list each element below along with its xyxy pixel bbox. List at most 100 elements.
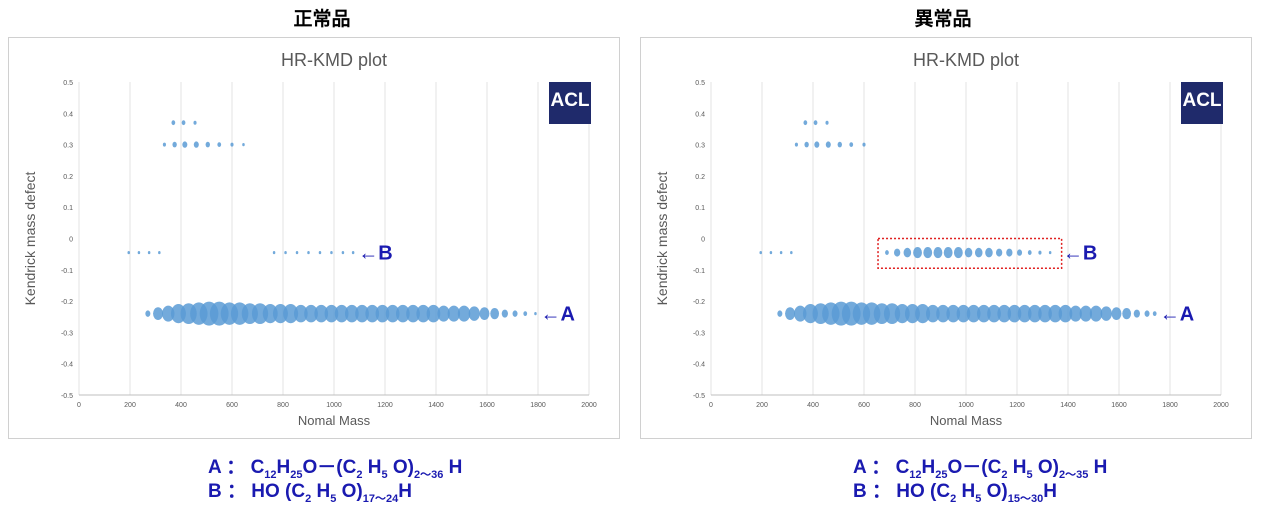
data-point — [996, 248, 1003, 257]
data-point — [966, 304, 981, 323]
data-point — [915, 304, 931, 324]
data-point — [205, 141, 210, 148]
x-tick-label: 1200 — [1009, 402, 1025, 409]
y-tick-label: -0.4 — [693, 362, 705, 369]
x-tick-label: 600 — [226, 402, 238, 409]
data-point — [1079, 305, 1093, 322]
data-point — [985, 247, 993, 258]
data-point — [406, 304, 420, 323]
data-point — [946, 304, 961, 323]
chart-panel-abnormal: HR-KMD plot -0.5 -0.4 -0.3 -0.2 -0.1 0 0.1 0.2 0.… — [640, 37, 1252, 439]
y-tick-label: 0.3 — [695, 143, 705, 150]
data-point — [158, 250, 161, 255]
data-point — [172, 141, 177, 148]
data-point — [997, 304, 1012, 323]
data-point — [217, 142, 222, 147]
kmd-plot-normal: HR-KMD plot -0.5 -0.4 -0.3 -0.2 -0.1 0 0.1 0.2 0.… — [22, 50, 597, 428]
x-tick-label: 2000 — [581, 402, 597, 409]
data-point — [794, 142, 798, 147]
data-point — [293, 304, 308, 323]
data-point — [933, 246, 943, 259]
data-point — [943, 246, 953, 259]
data-point — [785, 307, 796, 321]
y-tick-label: -0.1 — [693, 268, 705, 275]
data-point — [230, 142, 234, 147]
x-tick-label: 400 — [175, 402, 187, 409]
data-point — [976, 304, 991, 323]
y-axis-label: Kendrick mass defect — [22, 171, 38, 305]
data-point — [153, 307, 164, 321]
data-point — [145, 310, 151, 317]
series-annotation: ←A — [541, 304, 575, 326]
data-point — [1017, 304, 1032, 323]
data-point — [913, 246, 922, 259]
data-point — [894, 248, 901, 257]
data-point — [1069, 305, 1082, 322]
x-tick-label: 400 — [807, 402, 819, 409]
data-point — [272, 250, 276, 255]
data-point — [1144, 310, 1150, 317]
chart-title: HR-KMD plot — [281, 50, 387, 70]
data-point — [1006, 248, 1013, 257]
formula-a-normal: A ： C12H25O－(C2 H5 O)2～36 H — [208, 457, 463, 481]
chart-panel-normal: HR-KMD plot -0.5 -0.4 -0.3 -0.2 -0.1 0 0.1 0.2 0.… — [8, 37, 620, 439]
y-tick-label: -0.1 — [61, 268, 73, 275]
data-point — [825, 120, 829, 125]
y-tick-label: 0.4 — [63, 111, 73, 118]
x-tick-label: 0 — [709, 402, 713, 409]
data-point — [395, 304, 410, 323]
data-point — [341, 250, 345, 255]
data-point — [416, 304, 431, 323]
data-point — [162, 305, 175, 322]
x-axis-label: Nomal Mass — [930, 413, 1003, 428]
data-point — [779, 250, 783, 255]
data-point — [351, 250, 355, 255]
acl-logo-text: ACL — [550, 90, 589, 111]
data-point — [1152, 311, 1157, 317]
panel-heading-normal: 正常品 — [293, 8, 351, 30]
data-point — [777, 310, 783, 317]
formula-b-normal: B ： HO (C2 H5 O)17～24H — [208, 481, 412, 505]
highlight-box — [877, 237, 1063, 269]
data-point — [137, 250, 141, 255]
data-point — [1048, 250, 1052, 255]
y-tick-label: -0.2 — [693, 299, 705, 306]
y-tick-label: 0.1 — [695, 205, 705, 212]
data-point — [314, 304, 329, 323]
data-point — [344, 304, 359, 323]
data-point — [283, 304, 299, 324]
data-point — [790, 250, 793, 255]
kmd-plot-abnormal: HR-KMD plot -0.5 -0.4 -0.3 -0.2 -0.1 0 0.1 0.2 0.… — [654, 50, 1229, 428]
data-point — [193, 120, 197, 125]
y-tick-label: -0.5 — [61, 393, 73, 400]
data-point — [964, 247, 973, 258]
data-point — [512, 310, 518, 317]
series-annotation: ←B — [1063, 243, 1097, 265]
x-tick-label: 200 — [756, 402, 768, 409]
series-annotation: ←A — [1160, 304, 1194, 326]
y-axis-label: Kendrick mass defect — [654, 171, 670, 305]
x-tick-label: 800 — [909, 402, 921, 409]
x-tick-label: 1400 — [428, 402, 444, 409]
data-point — [457, 305, 471, 322]
data-point — [307, 250, 310, 255]
data-point — [375, 304, 390, 323]
data-point — [534, 312, 537, 316]
x-tick-label: 1800 — [1162, 402, 1178, 409]
x-tick-label: 200 — [124, 402, 136, 409]
data-point — [385, 304, 400, 323]
data-point — [1048, 304, 1063, 323]
y-tick-label: 0.4 — [695, 111, 705, 118]
data-point — [1007, 304, 1022, 323]
data-point — [284, 250, 287, 255]
data-point — [803, 120, 808, 126]
y-tick-label: 0.2 — [63, 174, 73, 181]
data-point — [468, 306, 480, 321]
data-point — [885, 250, 889, 255]
data-point — [1133, 309, 1140, 318]
acl-logo — [549, 82, 591, 124]
data-point — [330, 250, 333, 255]
data-point — [447, 305, 461, 322]
data-point — [127, 250, 130, 255]
x-tick-label: 1600 — [479, 402, 495, 409]
